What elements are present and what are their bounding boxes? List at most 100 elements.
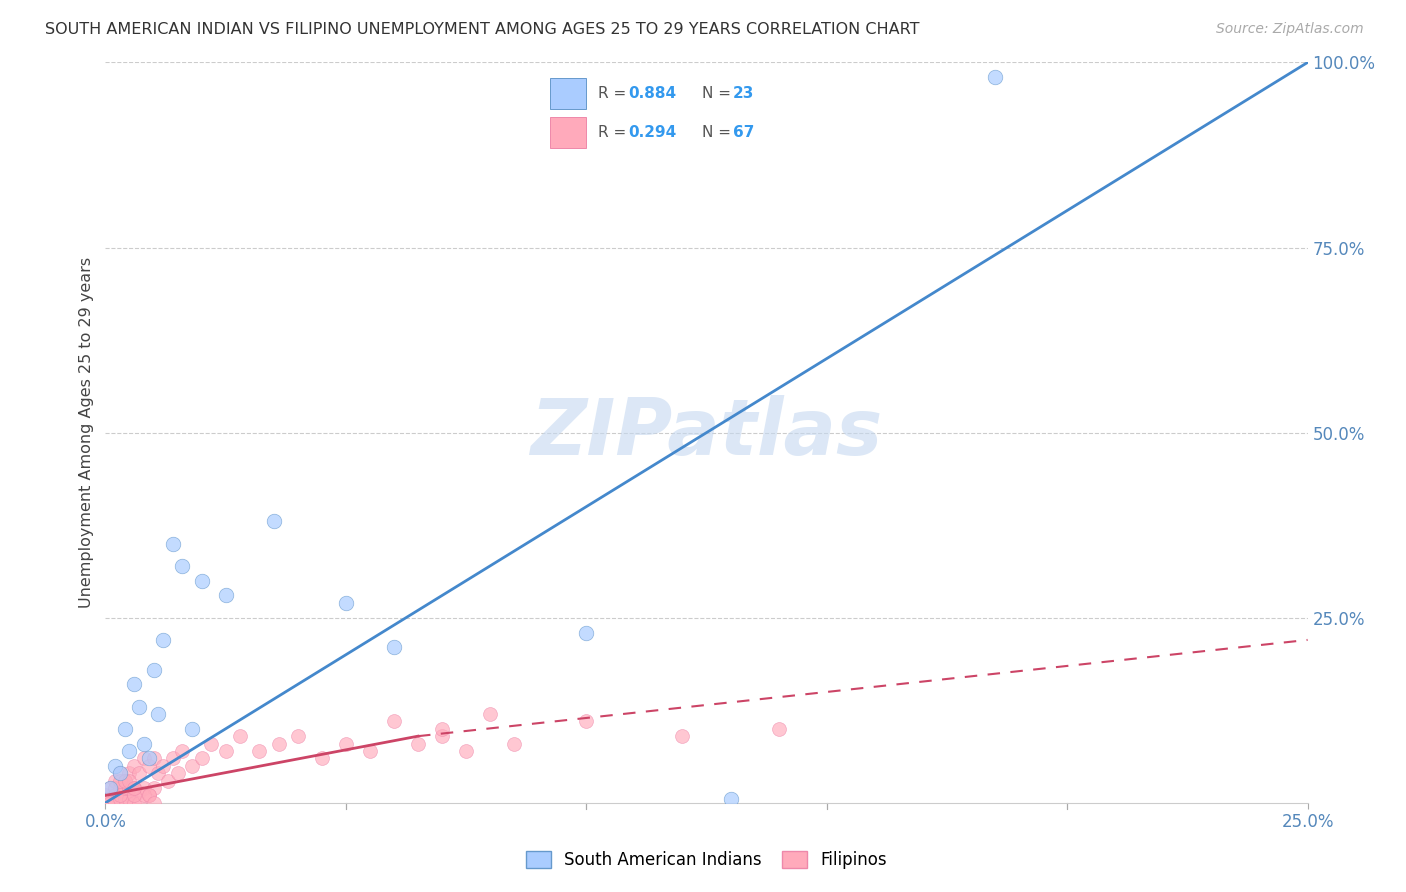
Text: N =: N =	[702, 86, 735, 101]
Point	[430, 722, 453, 736]
Point	[172, 744, 194, 758]
Point	[267, 737, 290, 751]
Point	[98, 796, 121, 810]
Point	[128, 785, 150, 799]
Point	[124, 789, 146, 803]
Point	[124, 796, 146, 810]
Point	[118, 773, 141, 788]
Point	[94, 789, 117, 803]
Point	[138, 751, 160, 765]
Text: N =: N =	[702, 125, 735, 140]
Point	[108, 766, 131, 780]
Point	[263, 515, 285, 529]
Point	[132, 751, 155, 765]
Point	[114, 780, 136, 795]
Point	[98, 780, 121, 795]
Point	[128, 699, 150, 714]
Point	[142, 796, 165, 810]
Point	[124, 758, 146, 772]
Y-axis label: Unemployment Among Ages 25 to 29 years: Unemployment Among Ages 25 to 29 years	[79, 257, 94, 608]
Point	[311, 751, 333, 765]
Text: 23: 23	[733, 86, 754, 101]
Point	[114, 792, 136, 806]
Point	[118, 789, 141, 803]
Point	[479, 706, 502, 721]
Point	[181, 722, 204, 736]
Point	[671, 729, 693, 743]
Point	[138, 758, 160, 772]
Point	[118, 780, 141, 795]
Text: Source: ZipAtlas.com: Source: ZipAtlas.com	[1216, 22, 1364, 37]
Point	[430, 729, 453, 743]
Point	[124, 677, 146, 691]
Point	[382, 640, 405, 655]
Point	[114, 722, 136, 736]
Point	[200, 737, 222, 751]
Point	[132, 780, 155, 795]
Point	[190, 574, 212, 588]
Point	[104, 796, 127, 810]
Point	[229, 729, 252, 743]
Point	[114, 773, 136, 788]
Point	[406, 737, 429, 751]
Bar	[550, 117, 586, 147]
Point	[287, 729, 309, 743]
Point	[148, 706, 170, 721]
Text: 0.884: 0.884	[628, 86, 676, 101]
Point	[984, 70, 1007, 85]
Point	[108, 780, 131, 795]
Point	[162, 751, 184, 765]
Point	[104, 773, 127, 788]
Point	[108, 766, 131, 780]
Point	[114, 773, 136, 788]
Point	[335, 737, 357, 751]
Point	[138, 789, 160, 803]
Point	[124, 780, 146, 795]
Point	[247, 744, 270, 758]
Point	[181, 758, 204, 772]
Point	[214, 744, 236, 758]
Point	[104, 758, 127, 772]
Point	[142, 780, 165, 795]
Point	[142, 663, 165, 677]
Point	[359, 744, 381, 758]
Point	[128, 796, 150, 810]
Point	[162, 536, 184, 550]
Point	[148, 766, 170, 780]
Text: R =: R =	[598, 86, 631, 101]
Point	[456, 744, 478, 758]
Bar	[550, 78, 586, 109]
Point	[335, 596, 357, 610]
Point	[98, 780, 121, 795]
Point	[128, 766, 150, 780]
Point	[104, 780, 127, 795]
Point	[118, 766, 141, 780]
Point	[172, 558, 194, 573]
Point	[108, 792, 131, 806]
Point	[108, 773, 131, 788]
Text: 0.294: 0.294	[628, 125, 676, 140]
Point	[142, 751, 165, 765]
Text: 67: 67	[733, 125, 754, 140]
Point	[382, 714, 405, 729]
Point	[104, 789, 127, 803]
Point	[166, 766, 188, 780]
Point	[575, 714, 598, 729]
Point	[575, 625, 598, 640]
Point	[138, 789, 160, 803]
Point	[124, 780, 146, 795]
Point	[156, 773, 179, 788]
Text: SOUTH AMERICAN INDIAN VS FILIPINO UNEMPLOYMENT AMONG AGES 25 TO 29 YEARS CORRELA: SOUTH AMERICAN INDIAN VS FILIPINO UNEMPL…	[45, 22, 920, 37]
Legend: South American Indians, Filipinos: South American Indians, Filipinos	[519, 845, 894, 876]
Point	[152, 632, 174, 647]
Text: R =: R =	[598, 125, 631, 140]
Point	[152, 758, 174, 772]
Text: ZIPatlas: ZIPatlas	[530, 394, 883, 471]
Point	[114, 785, 136, 799]
Point	[720, 792, 742, 806]
Point	[132, 789, 155, 803]
Point	[108, 789, 131, 803]
Point	[118, 744, 141, 758]
Point	[503, 737, 526, 751]
Point	[214, 589, 236, 603]
